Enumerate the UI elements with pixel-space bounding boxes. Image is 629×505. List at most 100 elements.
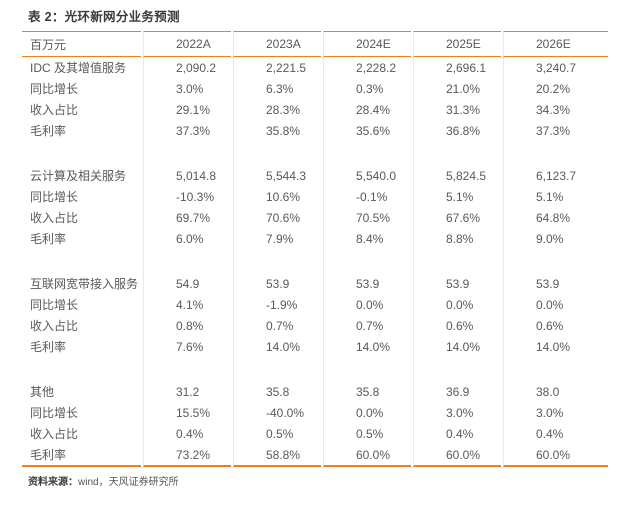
value-cell: 6.0% xyxy=(143,228,231,249)
section-header-row: 互联网宽带接入服务 54.9 53.9 53.9 53.9 53.9 xyxy=(22,273,608,294)
value-cell: 36.8% xyxy=(413,120,501,141)
unit-header-cell: 百万元 xyxy=(22,31,141,57)
value-cell: 37.3% xyxy=(503,120,608,141)
spacer-cell xyxy=(143,357,231,381)
value-cell: 53.9 xyxy=(503,273,608,294)
year-header-2026E: 2026E xyxy=(503,31,608,57)
value-cell: 2,228.2 xyxy=(323,57,411,78)
value-cell: 0.4% xyxy=(143,423,231,444)
value-cell: 36.9 xyxy=(413,381,501,402)
table-row: 毛利率 37.3% 35.8% 35.6% 36.8% 37.3% xyxy=(22,120,608,141)
value-cell: 35.8% xyxy=(233,120,321,141)
value-cell: 14.0% xyxy=(233,336,321,357)
year-header-2025E: 2025E xyxy=(413,31,501,57)
value-cell: 31.2 xyxy=(143,381,231,402)
spacer-cell xyxy=(323,357,411,381)
row-label: IDC 及其增值服务 xyxy=(30,61,127,75)
value-cell: 54.9 xyxy=(143,273,231,294)
value-cell: 0.4% xyxy=(413,423,501,444)
value-cell: 10.6% xyxy=(233,186,321,207)
year-header-2023A: 2023A xyxy=(233,31,321,57)
section-header-row: 其他 31.2 35.8 35.8 36.9 38.0 xyxy=(22,381,608,402)
spacer-cell xyxy=(22,141,141,165)
value-cell: 35.8 xyxy=(233,381,321,402)
value-cell: 35.6% xyxy=(323,120,411,141)
table-row: 毛利率 7.6% 14.0% 14.0% 14.0% 14.0% xyxy=(22,336,608,357)
table-row: 毛利率 73.2% 58.8% 60.0% 60.0% 60.0% xyxy=(22,444,608,467)
value-cell: 5,014.8 xyxy=(143,165,231,186)
row-label: 收入占比 xyxy=(30,427,79,441)
value-cell: 5,544.3 xyxy=(233,165,321,186)
value-cell: 2,090.2 xyxy=(143,57,231,78)
business-forecast-table: 百万元 2022A 2023A 2024E 2025E 2026E IDC 及其… xyxy=(20,31,610,467)
source-note: 资料来源：wind，天风证券研究所 xyxy=(20,476,610,489)
value-cell: 3.0% xyxy=(413,402,501,423)
section-header-row: 云计算及相关服务 5,014.8 5,544.3 5,540.0 5,824.5 6,12… xyxy=(22,165,608,186)
table-row: 收入占比 0.4% 0.5% 0.5% 0.4% 0.4% xyxy=(22,423,608,444)
row-label: 收入占比 xyxy=(30,103,79,117)
value-cell: 21.0% xyxy=(413,78,501,99)
value-cell: 73.2% xyxy=(143,444,231,467)
spacer-cell xyxy=(503,141,608,165)
value-cell: 64.8% xyxy=(503,207,608,228)
spacer-cell xyxy=(323,249,411,273)
value-cell: 67.6% xyxy=(413,207,501,228)
value-cell: 69.7% xyxy=(143,207,231,228)
value-cell: 9.0% xyxy=(503,228,608,249)
spacer-cell xyxy=(233,249,321,273)
value-cell: 14.0% xyxy=(323,336,411,357)
spacer-cell xyxy=(143,141,231,165)
value-cell: 7.6% xyxy=(143,336,231,357)
value-cell: 0.6% xyxy=(413,315,501,336)
value-cell: 0.7% xyxy=(233,315,321,336)
value-cell: 6.3% xyxy=(233,78,321,99)
table-row: 收入占比 0.8% 0.7% 0.7% 0.6% 0.6% xyxy=(22,315,608,336)
value-cell: 70.6% xyxy=(233,207,321,228)
section-header-row: IDC 及其增值服务 2,090.2 2,221.5 2,228.2 2,696.1 3,… xyxy=(22,57,608,78)
value-cell: 6,123.7 xyxy=(503,165,608,186)
row-label: 收入占比 xyxy=(30,319,79,333)
spacer-cell xyxy=(22,357,141,381)
value-cell: 34.3% xyxy=(503,99,608,120)
value-cell: 0.0% xyxy=(413,294,501,315)
value-cell: 0.5% xyxy=(233,423,321,444)
year-header-2022A: 2022A xyxy=(143,31,231,57)
value-cell: 38.0 xyxy=(503,381,608,402)
spacer-row xyxy=(22,357,608,381)
table-row: 同比增长 3.0% 6.3% 0.3% 21.0% 20.2% xyxy=(22,78,608,99)
spacer-row xyxy=(22,141,608,165)
value-cell: 5.1% xyxy=(503,186,608,207)
source-value: wind，天风证券研究所 xyxy=(78,477,179,488)
spacer-cell xyxy=(143,249,231,273)
value-cell: 14.0% xyxy=(413,336,501,357)
table-row: 同比增长 15.5% -40.0% 0.0% 3.0% 3.0% xyxy=(22,402,608,423)
value-cell: 37.3% xyxy=(143,120,231,141)
row-label: 毛利率 xyxy=(30,232,67,246)
value-cell: 0.0% xyxy=(323,402,411,423)
value-cell: 0.5% xyxy=(323,423,411,444)
spacer-row xyxy=(22,249,608,273)
value-cell: 20.2% xyxy=(503,78,608,99)
spacer-cell xyxy=(503,249,608,273)
spacer-cell xyxy=(413,249,501,273)
value-cell: 14.0% xyxy=(503,336,608,357)
value-cell: 15.5% xyxy=(143,402,231,423)
row-label: 同比增长 xyxy=(30,298,79,312)
row-label: 云计算及相关服务 xyxy=(30,169,127,183)
value-cell: 60.0% xyxy=(323,444,411,467)
spacer-cell xyxy=(22,249,141,273)
value-cell: 5.1% xyxy=(413,186,501,207)
row-label: 其他 xyxy=(30,385,55,399)
value-cell: 28.3% xyxy=(233,99,321,120)
value-cell: 0.6% xyxy=(503,315,608,336)
table-row: 毛利率 6.0% 7.9% 8.4% 8.8% 9.0% xyxy=(22,228,608,249)
report-page: 表 2：光环新网分业务预测 百万元 2022A 2023A 2024E 2025… xyxy=(20,10,610,489)
value-cell: 35.8 xyxy=(323,381,411,402)
source-label: 资料来源： xyxy=(28,477,78,488)
value-cell: 70.5% xyxy=(323,207,411,228)
row-label: 同比增长 xyxy=(30,82,79,96)
value-cell: 58.8% xyxy=(233,444,321,467)
value-cell: 2,696.1 xyxy=(413,57,501,78)
spacer-cell xyxy=(323,141,411,165)
value-cell: 3.0% xyxy=(503,402,608,423)
